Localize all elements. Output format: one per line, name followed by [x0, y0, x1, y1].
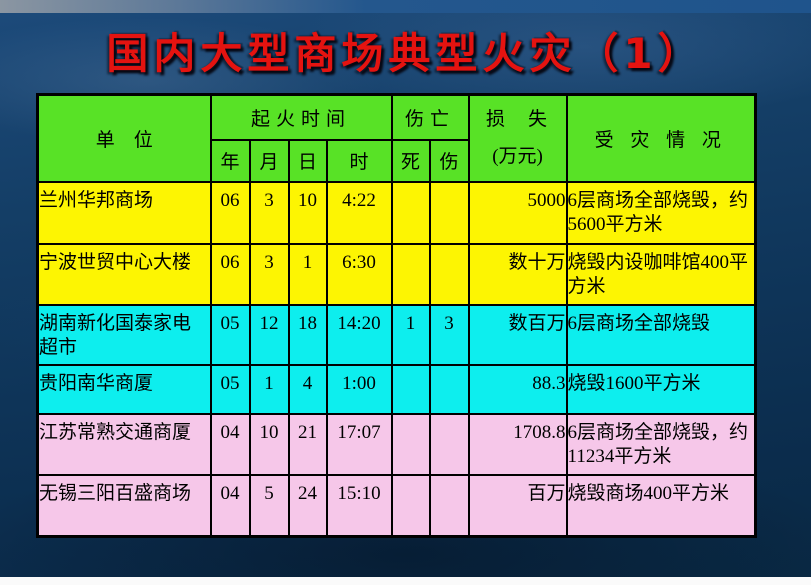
cell-loss: 数百万 [467, 303, 568, 366]
table-row: 贵阳南华商厦 05 1 4 1:00 88.3 烧毁1600平方米 [36, 363, 757, 415]
cell-day: 21 [287, 412, 328, 476]
col-header-unit: 单 位 [36, 93, 212, 183]
cell-unit: 江苏常熟交通商厦 [36, 412, 212, 476]
cell-month: 12 [248, 303, 290, 366]
cell-loss: 88.3 [467, 363, 568, 415]
cell-month: 1 [248, 363, 290, 415]
cell-damage: 烧毁1600平方米 [565, 363, 757, 415]
top-border-strip [0, 0, 811, 13]
cell-injuries [428, 242, 470, 306]
cell-day: 1 [287, 242, 328, 306]
cell-month: 3 [248, 180, 290, 245]
cell-year: 04 [209, 473, 251, 538]
cell-injuries [428, 412, 470, 476]
loss-unit-label: (万元) [492, 146, 543, 168]
cell-hour: 17:07 [325, 412, 393, 476]
cell-hour: 6:30 [325, 242, 393, 306]
cell-day: 4 [287, 363, 328, 415]
cell-day: 24 [287, 473, 328, 538]
fire-incidents-table: 单 位 起火时间 伤亡 损 失 (万元) 受 灾 情 况 年 月 日 时 死 伤… [36, 93, 758, 538]
cell-injuries: 3 [428, 303, 470, 366]
cell-month: 10 [248, 412, 290, 476]
bottom-border-strip [0, 577, 811, 585]
cell-unit: 无锡三阳百盛商场 [36, 473, 212, 538]
table-row: 宁波世贸中心大楼 06 3 1 6:30 数十万 烧毁内设咖啡馆400平方米 [36, 242, 757, 306]
cell-month: 3 [248, 242, 290, 306]
cell-day: 10 [287, 180, 328, 245]
table-row: 湖南新化国泰家电超市 05 12 18 14:20 1 3 数百万 6层商场全部… [36, 303, 757, 366]
cell-damage: 6层商场全部烧毁 [565, 303, 757, 366]
cell-deaths [390, 412, 431, 476]
cell-unit: 贵阳南华商厦 [36, 363, 212, 415]
col-header-casualties: 伤亡 [390, 93, 470, 141]
cell-year: 06 [209, 180, 251, 245]
cell-damage: 6层商场全部烧毁，约11234平方米 [565, 412, 757, 476]
cell-deaths [390, 473, 431, 538]
cell-deaths [390, 180, 431, 245]
col-header-hour: 时 [325, 138, 393, 183]
col-header-fire-time: 起火时间 [209, 93, 393, 141]
cell-loss: 5000 [467, 180, 568, 245]
cell-deaths [390, 242, 431, 306]
cell-injuries [428, 180, 470, 245]
cell-year: 04 [209, 412, 251, 476]
slide-title: 国内大型商场典型火灾（1） [106, 29, 705, 78]
cell-injuries [428, 473, 470, 538]
cell-unit: 宁波世贸中心大楼 [36, 242, 212, 306]
cell-loss: 数十万 [467, 242, 568, 306]
cell-damage: 6层商场全部烧毁，约5600平方米 [565, 180, 757, 245]
cell-deaths: 1 [390, 303, 431, 366]
cell-year: 05 [209, 363, 251, 415]
cell-loss: 百万 [467, 473, 568, 538]
slide-background: 国内大型商场典型火灾（1） 单 位 起火时间 伤亡 损 失 (万元) 受 灾 情… [0, 13, 811, 577]
table-row: 江苏常熟交通商厦 04 10 21 17:07 1708.8 6层商场全部烧毁，… [36, 412, 757, 476]
loss-label: 损 失 [486, 108, 550, 130]
cell-damage: 烧毁内设咖啡馆400平方米 [565, 242, 757, 306]
cell-unit: 兰州华邦商场 [36, 180, 212, 245]
col-header-loss: 损 失 (万元) [467, 93, 568, 183]
header-row-2: 年 月 日 时 死 伤 [38, 138, 756, 183]
col-header-damage: 受 灾 情 况 [565, 93, 757, 183]
cell-year: 06 [209, 242, 251, 306]
table-row: 无锡三阳百盛商场 04 5 24 15:10 百万 烧毁商场400平方米 [36, 473, 757, 538]
col-header-month: 月 [248, 138, 290, 183]
header-row-1: 单 位 起火时间 伤亡 损 失 (万元) 受 灾 情 况 [36, 93, 757, 183]
cell-year: 05 [209, 303, 251, 366]
col-header-day: 日 [287, 138, 328, 183]
table-row: 兰州华邦商场 06 3 10 4:22 5000 6层商场全部烧毁，约5600平… [36, 180, 757, 245]
cell-hour: 15:10 [325, 473, 393, 538]
cell-hour: 14:20 [325, 303, 393, 366]
cell-loss: 1708.8 [467, 412, 568, 476]
cell-hour: 1:00 [325, 363, 393, 415]
cell-day: 18 [287, 303, 328, 366]
cell-injuries [428, 363, 470, 415]
cell-hour: 4:22 [325, 180, 393, 245]
col-header-deaths: 死 [390, 138, 431, 183]
cell-unit: 湖南新化国泰家电超市 [36, 303, 212, 366]
col-header-year: 年 [209, 138, 251, 183]
cell-deaths [390, 363, 431, 415]
col-header-injuries: 伤 [428, 138, 470, 183]
cell-month: 5 [248, 473, 290, 538]
cell-damage: 烧毁商场400平方米 [565, 473, 757, 538]
